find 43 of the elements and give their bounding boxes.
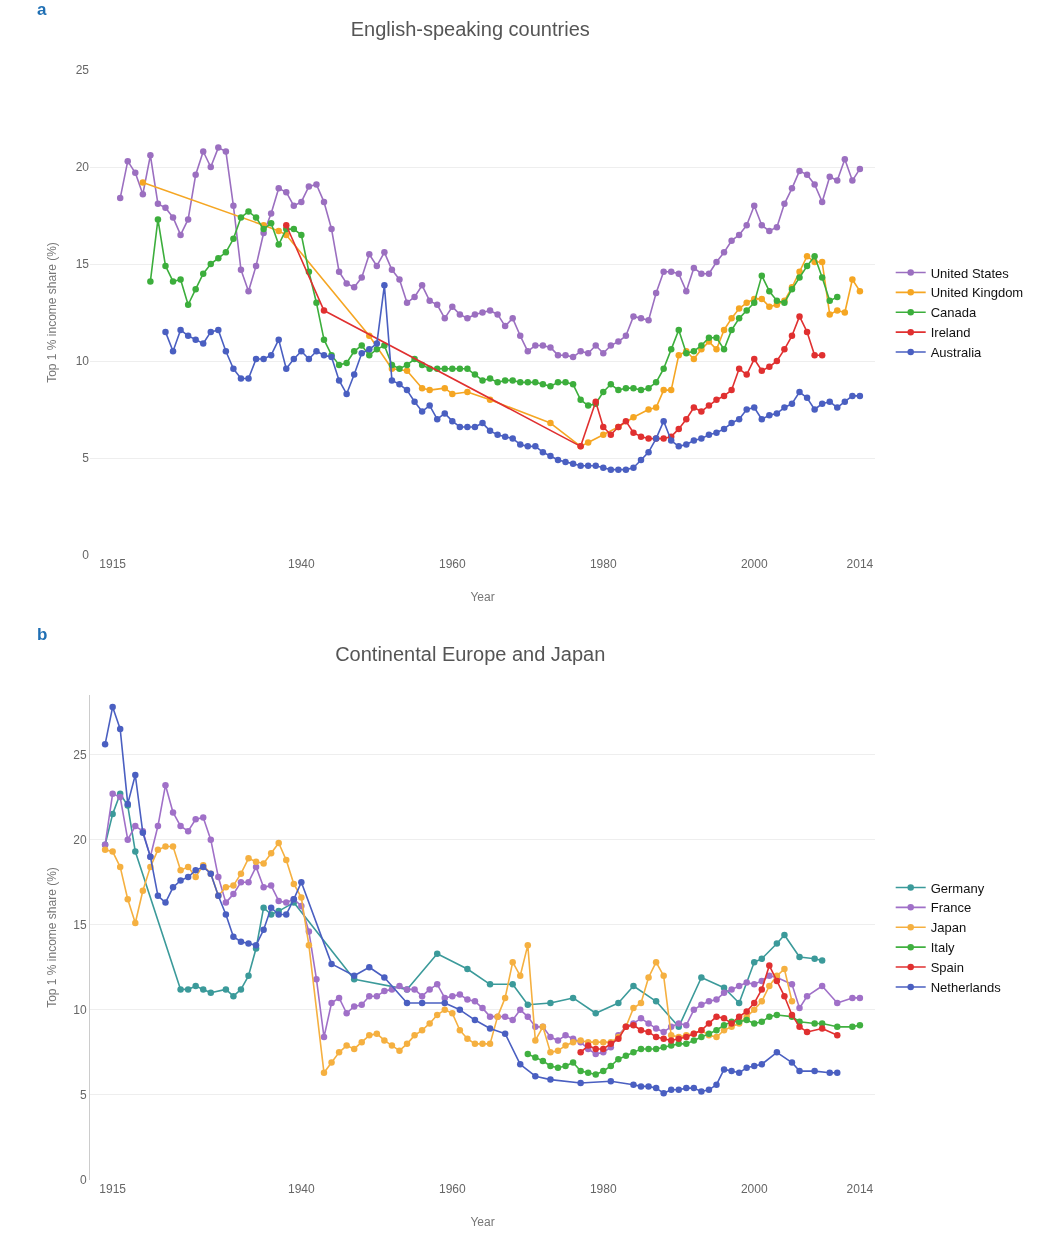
x-tick-label: 2014 — [846, 1182, 874, 1196]
legend-label: Germany — [930, 880, 985, 896]
legend-label: Italy — [930, 940, 956, 956]
x-tick-label: 2000 — [740, 1182, 768, 1196]
y-tick-label: 0 — [82, 548, 90, 563]
y-axis-title: Top 1 % income share (%) — [45, 242, 59, 383]
x-tick-label: 1915 — [99, 557, 127, 571]
x-tick-label: 2000 — [740, 557, 768, 571]
x-axis-title: Year — [470, 1215, 495, 1229]
legend-label: Australia — [930, 345, 983, 361]
x-axis-title: Year — [470, 590, 495, 604]
y-tick-label: 5 — [79, 1088, 87, 1103]
y-tick-label: 15 — [75, 257, 90, 272]
x-tick-label: 1980 — [589, 557, 617, 571]
x-tick-label: 1960 — [438, 557, 466, 571]
x-tick-label: 1980 — [589, 1182, 617, 1196]
y-tick-label: 5 — [82, 451, 90, 466]
y-tick-label: 25 — [75, 63, 90, 78]
x-tick-label: 1940 — [288, 557, 316, 571]
legend-label: France — [930, 900, 972, 916]
y-tick-label: 20 — [75, 160, 90, 175]
y-tick-label: 10 — [73, 1003, 87, 1018]
legend-label: Ireland — [930, 325, 971, 341]
legend-label: Canada — [930, 305, 978, 321]
text: b — [37, 625, 48, 644]
legend-label: Spain — [930, 960, 964, 976]
legend-label: United States — [930, 265, 1010, 281]
y-tick-label: 20 — [73, 832, 87, 847]
x-tick-label: 1915 — [99, 1182, 127, 1196]
legend-label: Japan — [930, 920, 967, 936]
legend-label: United Kingdom — [930, 285, 1024, 301]
x-tick-label: 2014 — [846, 557, 874, 571]
legend-label: Netherlands — [930, 980, 1002, 996]
y-tick-label: 15 — [73, 917, 87, 932]
x-tick-label: 1940 — [288, 1182, 316, 1196]
y-tick-label: 25 — [73, 747, 87, 762]
text: a — [37, 0, 47, 19]
y-axis-title: Top 1 % income share (%) — [45, 867, 59, 1008]
y-tick-label: 0 — [79, 1173, 87, 1188]
y-tick-label: 10 — [75, 354, 90, 369]
x-tick-label: 1960 — [438, 1182, 466, 1196]
chart-title: English-speaking countries — [350, 17, 590, 40]
chart-title: Continental Europe and Japan — [335, 642, 606, 665]
